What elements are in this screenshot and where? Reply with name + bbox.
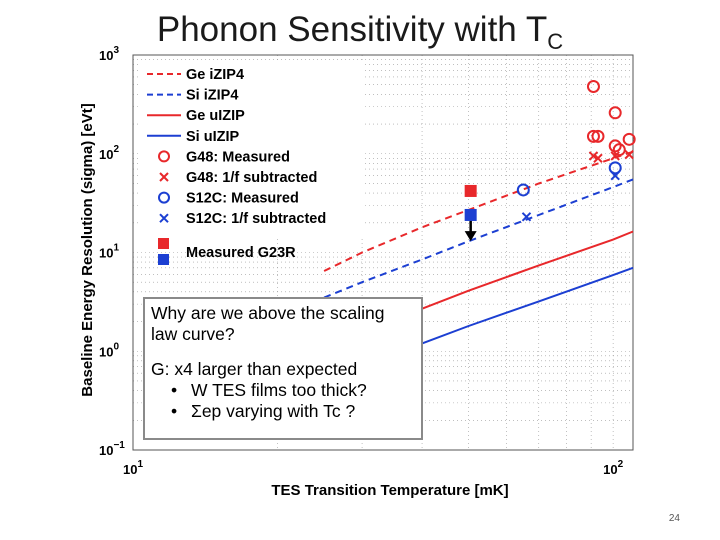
data-point-circle bbox=[591, 129, 605, 143]
legend-label: S12C: Measured bbox=[186, 191, 299, 207]
legend-label: G48: 1/f subtracted bbox=[186, 170, 317, 186]
legend-cross-swatch bbox=[159, 172, 169, 182]
legend-cross-swatch bbox=[159, 213, 169, 223]
slide-title: Phonon Sensitivity with TC bbox=[0, 10, 720, 55]
legend-label: Si uIZIP bbox=[186, 129, 240, 145]
legend-label: Si iZIP4 bbox=[186, 88, 238, 104]
data-point-cross bbox=[610, 170, 620, 181]
ticks-layer: 10−1 100 101 102 103 101 102 bbox=[99, 45, 624, 477]
data-point-circle bbox=[586, 129, 600, 143]
legend-circle-swatch bbox=[158, 150, 170, 163]
y-axis-label: Baseline Energy Resolution (sigma) [eVt] bbox=[79, 103, 96, 396]
callout-bullet-list: W TES films too thick? Σep varying with … bbox=[151, 380, 415, 422]
page-number: 24 bbox=[668, 513, 680, 524]
y-tick-label: 10−1 bbox=[99, 440, 125, 458]
legend-background bbox=[140, 60, 365, 238]
data-point-square bbox=[464, 208, 477, 221]
callout-finding: G: x4 larger than expected bbox=[151, 359, 358, 379]
data-point-cross bbox=[588, 151, 599, 161]
legend-label: Ge iZIP4 bbox=[186, 67, 244, 83]
callout-question-line2: law curve? bbox=[151, 324, 235, 344]
legend-label: G48: Measured bbox=[186, 149, 290, 165]
legend-label: Measured G23R bbox=[186, 245, 296, 261]
data-point-circle bbox=[608, 161, 622, 175]
data-point-square bbox=[464, 184, 477, 197]
data-point-cross bbox=[610, 151, 620, 161]
legend: Ge iZIP4 Si iZIP4 Ge uIZIP Si uIZIP G48: Mea… bbox=[140, 60, 365, 265]
legend-square-swatch bbox=[158, 254, 169, 265]
title-text: Phonon Sensitivity with T bbox=[156, 10, 548, 49]
data-point-circle bbox=[586, 79, 600, 93]
series-line bbox=[323, 150, 634, 272]
title-subscript: C bbox=[547, 29, 564, 54]
y-tick-label: 103 bbox=[99, 45, 119, 63]
plot-frame bbox=[132, 54, 634, 451]
y-tick-label: 100 bbox=[99, 341, 119, 359]
annotation-arrow-head bbox=[464, 231, 477, 242]
data-point-circle bbox=[516, 183, 530, 197]
data-point-cross bbox=[521, 212, 532, 222]
data-point-circle bbox=[608, 139, 622, 153]
y-tick-label: 102 bbox=[99, 144, 119, 162]
legend-square-swatch bbox=[158, 238, 169, 249]
callout-bullet: Σep varying with Tc ? bbox=[171, 401, 415, 422]
callout-question-line1: Why are we above the scaling bbox=[151, 303, 385, 323]
data-point-circle bbox=[622, 132, 636, 146]
x-axis-label: TES Transition Temperature [mK] bbox=[271, 482, 508, 499]
series-line bbox=[323, 178, 634, 299]
x-tick-label: 101 bbox=[123, 459, 143, 477]
markers-layer bbox=[464, 79, 636, 242]
callout-box: Why are we above the scaling law curve? … bbox=[143, 297, 423, 440]
data-point-cross bbox=[593, 153, 603, 163]
data-point-cross bbox=[624, 149, 634, 160]
data-point-circle bbox=[612, 143, 626, 157]
legend-label: Ge uIZIP bbox=[186, 108, 245, 124]
y-tick-label: 101 bbox=[99, 243, 119, 261]
data-point-circle bbox=[608, 106, 622, 120]
x-tick-label: 102 bbox=[603, 459, 623, 477]
callout-bullet: W TES films too thick? bbox=[171, 380, 415, 401]
legend-circle-swatch bbox=[158, 191, 170, 204]
legend-label: S12C: 1/f subtracted bbox=[186, 211, 326, 227]
